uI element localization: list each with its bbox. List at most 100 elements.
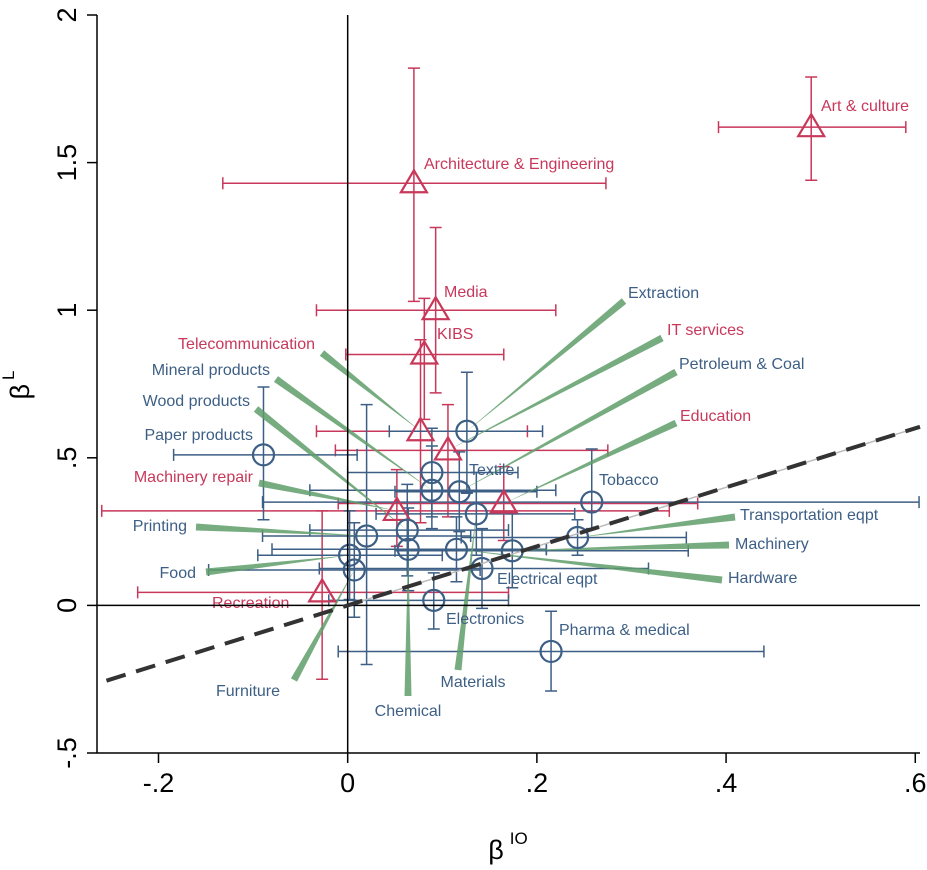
point-label: Materials <box>441 674 506 691</box>
x-error-bar <box>309 484 557 497</box>
marker-circle <box>455 419 479 443</box>
y-error-bar <box>316 510 329 680</box>
marker-triangle <box>307 577 338 603</box>
point-label: Furniture <box>216 683 280 700</box>
marker-circle <box>342 558 366 582</box>
y-tick-label: 0 <box>52 598 82 613</box>
point-label: Telecommunication <box>178 336 315 353</box>
point-label: Machinery repair <box>134 469 254 486</box>
point-label: Recreation <box>212 595 289 612</box>
marker-circle <box>395 518 419 542</box>
leader-wedge <box>258 479 397 511</box>
leader-wedge <box>253 406 408 531</box>
y-axis-title: βL <box>0 371 35 400</box>
y-error-bar <box>425 445 438 530</box>
marker-circle <box>396 537 420 561</box>
y-tick-label: .5 <box>52 447 82 470</box>
y-error-bar <box>360 403 373 666</box>
marker-triangle <box>796 112 827 138</box>
point-label: Pharma & medical <box>559 622 690 639</box>
marker-triangle <box>488 488 519 514</box>
marker-triangle <box>409 339 440 365</box>
x-error-bar <box>460 531 688 544</box>
x-tick-label: .6 <box>904 768 927 798</box>
point-label: KIBS <box>437 326 473 343</box>
y-axis-title-text: β <box>5 384 35 400</box>
marker-circle <box>580 490 604 514</box>
y-error-bar <box>429 226 442 394</box>
leader-wedge <box>319 350 421 432</box>
x-tick-label: .4 <box>715 768 738 798</box>
y-error-bar <box>545 610 558 692</box>
leader-wedge <box>512 541 730 551</box>
y-axis-title-sup: L <box>0 371 18 380</box>
leader-wedge <box>290 569 355 682</box>
x-axis-title-sup: IO <box>510 829 528 848</box>
point-label: Tobacco <box>599 472 659 489</box>
point-label: Electronics <box>446 611 524 628</box>
y-error-bar <box>257 386 270 521</box>
y-error-bar <box>476 527 489 610</box>
point-label: Hardware <box>728 570 797 587</box>
point-label: Paper products <box>144 427 253 444</box>
point-label: Media <box>444 284 488 301</box>
x-axis-title: β IO <box>488 829 527 865</box>
point-label: Electrical eqpt <box>497 571 598 588</box>
point-label: Extraction <box>628 285 699 302</box>
marker-circle <box>447 480 471 504</box>
leader-wedge <box>577 513 736 538</box>
marker-triangle <box>420 295 451 321</box>
x-error-bar <box>375 507 576 520</box>
x-error-bar <box>388 425 544 438</box>
marker-triangle <box>405 416 436 442</box>
marker-circle <box>464 502 488 526</box>
point-label: Chemical <box>375 703 442 720</box>
x-tick-label: 0 <box>340 768 355 798</box>
marker-circle <box>420 460 444 485</box>
point-label: Machinery <box>735 536 809 553</box>
y-error-bar <box>427 572 440 630</box>
point-label: Transportation eqpt <box>740 507 879 524</box>
marker-circle <box>444 537 469 561</box>
point-label: IT services <box>667 322 744 339</box>
x-tick-label: .2 <box>526 768 549 798</box>
point-label: Printing <box>133 518 187 535</box>
marker-circle <box>420 478 444 502</box>
leader-wedge <box>205 555 350 576</box>
marker-circle <box>251 443 276 467</box>
point-label: Petroleum & Coal <box>679 356 804 373</box>
y-tick-label: 2 <box>52 7 82 22</box>
marker-circle <box>337 543 362 567</box>
y-error-bar <box>805 76 818 182</box>
y-tick-label: -.5 <box>52 737 82 769</box>
labels: Art & culture Architecture & Engineering M… <box>133 98 909 720</box>
marker-circle <box>539 639 563 664</box>
point-label: Architecture & Engineering <box>424 156 614 173</box>
x-error-bar <box>172 448 358 461</box>
y-error-bar <box>506 513 519 589</box>
point-label: Wood products <box>143 393 250 410</box>
y-error-bar <box>407 67 420 303</box>
x-error-bar <box>136 586 510 599</box>
leaders <box>195 298 736 697</box>
marker-triangle <box>381 495 412 522</box>
leader-wedge <box>456 549 723 584</box>
x-error-bar <box>394 485 538 498</box>
leader-wedge <box>454 513 477 671</box>
reference-line <box>105 424 921 683</box>
marker-triangle <box>398 168 429 194</box>
x-error-bar <box>717 121 907 134</box>
leader-wedge <box>466 298 627 432</box>
leader-wedge <box>459 368 678 492</box>
point-label: Art & culture <box>821 98 909 115</box>
point-label: Food <box>160 565 196 582</box>
x-tick-label: -.2 <box>143 768 175 798</box>
marker-circle <box>422 588 446 612</box>
point-label: Education <box>680 408 751 425</box>
point-label: Textile <box>469 462 514 479</box>
leader-wedge <box>404 549 412 697</box>
leader-wedge <box>503 419 678 504</box>
marker-circle <box>355 524 379 548</box>
y-tick-label: 1 <box>52 303 82 318</box>
